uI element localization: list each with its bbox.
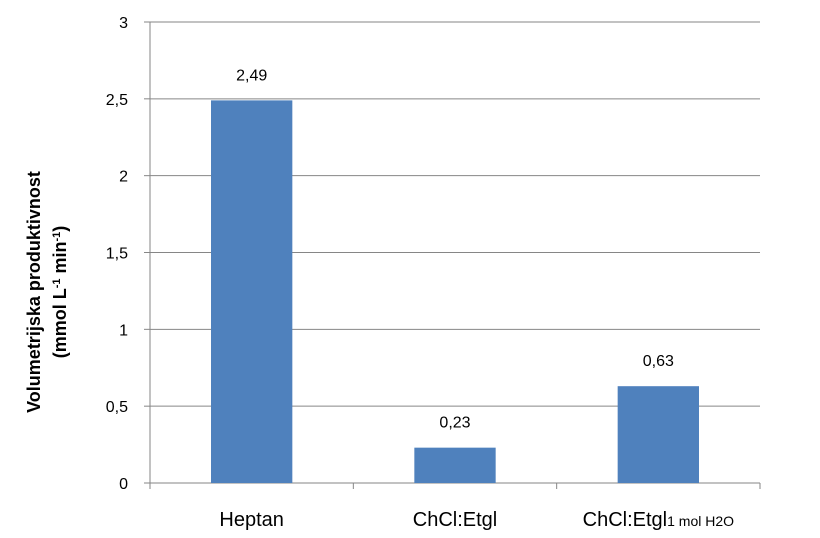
y-axis-label-part: ) [50,226,70,232]
category-name: ChCl:Etgl [583,509,667,531]
data-label: 0,63 [643,353,674,370]
y-axis-label-superscript: -1 [51,279,63,289]
x-category-labels: Heptan ChCl:Etgl ChCl:Etgl1 mol H2O [219,509,734,531]
y-tick-label: 3 [119,15,128,32]
y-tick-label: 0 [119,476,128,493]
category-name: ChCl:Etgl [413,509,497,531]
y-tick-label: 2,5 [106,92,128,109]
bar [414,447,496,483]
x-category-label: ChCl:Etgl1 mol H2O [583,509,735,531]
data-labels: 2,49 0,23 0,63 [236,67,674,431]
x-category-label: Heptan [219,509,284,531]
y-axis-label-line2: (mmol L-1 min-1) [50,226,70,359]
bar [617,386,699,483]
bar [211,100,293,484]
y-tick-label: 1 [119,322,128,339]
y-axis-label-superscript: -1 [51,232,63,242]
category-name: Heptan [219,509,284,531]
x-category-label: ChCl:Etgl [413,509,497,531]
y-tick-label: 2 [119,169,128,186]
y-axis-label-line1: Volumetrijska produktivnost [24,171,44,413]
y-axis-label-part: (mmol L [50,288,70,358]
bars [211,100,699,484]
data-label: 0,23 [439,415,470,432]
y-tick-labels: 0 0,5 1 1,5 2 2,5 3 [106,15,128,493]
y-tick-label: 1,5 [106,246,128,263]
category-suffix: 1 mol H2O [667,513,734,529]
y-axis-label-part: min [50,241,70,278]
data-label: 2,49 [236,67,267,84]
y-tick-label: 0,5 [106,399,128,416]
